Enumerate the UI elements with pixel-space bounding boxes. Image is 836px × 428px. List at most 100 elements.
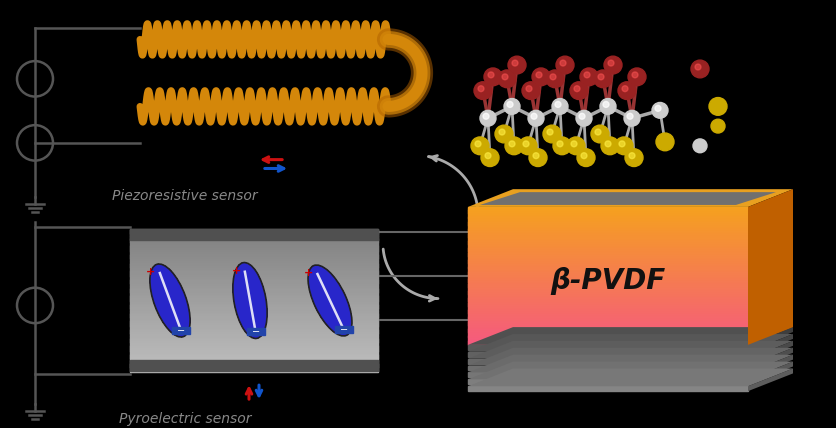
Ellipse shape [150,264,190,337]
Bar [130,334,378,336]
Bar [130,229,378,241]
Bar [467,281,747,283]
Bar [467,286,747,288]
Bar [130,366,378,369]
Ellipse shape [232,262,267,339]
Ellipse shape [308,265,351,336]
Polygon shape [467,327,792,345]
Bar [130,316,378,318]
Bar [467,302,747,304]
Ellipse shape [232,262,267,339]
Polygon shape [747,327,792,350]
Circle shape [619,141,624,147]
Ellipse shape [150,264,190,337]
Circle shape [655,133,673,151]
Circle shape [508,141,514,147]
Ellipse shape [232,262,267,339]
Ellipse shape [150,264,190,337]
Bar [467,335,747,337]
Bar [130,320,378,322]
Bar [130,298,378,300]
Ellipse shape [232,262,267,339]
Ellipse shape [308,265,351,336]
Bar [130,343,378,345]
Ellipse shape [150,264,190,337]
Ellipse shape [232,262,267,339]
Bar [467,238,747,240]
Ellipse shape [150,264,190,337]
Ellipse shape [308,265,351,336]
Circle shape [594,70,611,88]
Ellipse shape [308,265,351,336]
Bar [130,238,378,240]
Ellipse shape [232,262,267,339]
Ellipse shape [150,264,190,337]
Bar [467,310,747,312]
Ellipse shape [232,262,267,339]
Bar [130,229,378,231]
Ellipse shape [308,265,351,336]
Circle shape [694,64,701,70]
Ellipse shape [150,264,190,337]
Circle shape [607,60,614,66]
Bar [130,350,378,352]
Ellipse shape [150,264,190,337]
Polygon shape [747,334,792,357]
Bar [467,235,747,237]
Bar [130,318,378,320]
Ellipse shape [232,262,267,339]
Ellipse shape [150,264,190,337]
Circle shape [584,72,589,78]
Bar [467,372,747,377]
Ellipse shape [308,265,351,336]
Circle shape [691,60,708,78]
Bar [467,319,747,321]
Ellipse shape [308,265,351,336]
Bar [467,236,747,238]
Bar [467,214,747,216]
Bar [130,330,378,333]
Ellipse shape [308,265,351,336]
Ellipse shape [150,264,190,337]
Ellipse shape [232,262,267,339]
Ellipse shape [308,265,351,336]
Ellipse shape [232,262,267,339]
Circle shape [484,153,491,159]
Ellipse shape [150,264,190,337]
Bar [130,277,378,279]
Ellipse shape [232,262,267,339]
Polygon shape [467,334,792,352]
Bar [130,253,378,256]
Ellipse shape [308,265,351,336]
Bar [467,290,747,292]
Bar [467,253,747,256]
Ellipse shape [232,262,267,339]
Bar [130,354,378,356]
Circle shape [570,141,576,147]
Bar [130,261,378,263]
Ellipse shape [232,262,267,339]
Ellipse shape [150,264,190,337]
Bar [130,294,378,297]
Bar [130,352,378,354]
Ellipse shape [308,265,351,336]
Ellipse shape [232,262,267,339]
Ellipse shape [232,262,267,339]
Ellipse shape [232,262,267,339]
Bar [467,345,747,350]
Bar [130,279,378,281]
Bar [467,297,747,299]
Circle shape [569,82,588,100]
Circle shape [507,56,525,74]
Ellipse shape [308,265,351,336]
Text: +: + [232,266,241,276]
Polygon shape [467,348,792,366]
Ellipse shape [232,262,267,339]
Bar [467,267,747,270]
Circle shape [549,74,555,80]
Bar [467,223,747,225]
Bar [467,333,747,335]
Ellipse shape [150,264,190,337]
Bar [247,328,264,335]
Circle shape [502,74,507,80]
